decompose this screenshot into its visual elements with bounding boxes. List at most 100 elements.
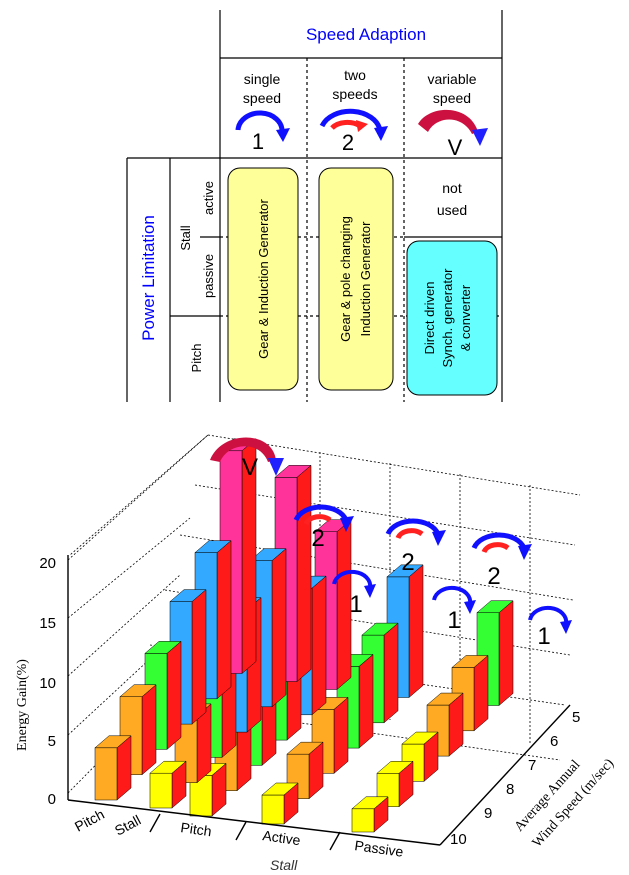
rotation-arrow-icon: 1	[235, 110, 290, 154]
double-rotation-marker-1: 2	[293, 504, 354, 552]
row-active-label: active	[201, 181, 216, 215]
col-single-line2: speed	[243, 90, 281, 106]
bar-top	[361, 622, 399, 636]
bar-top	[144, 641, 182, 654]
y-tick-20: 20	[39, 555, 56, 572]
bar-top	[286, 741, 324, 755]
power-limitation-label: Power Limitation	[139, 215, 158, 341]
axes	[67, 555, 571, 846]
bar-side	[271, 548, 287, 708]
bars-layer	[94, 438, 514, 833]
single-speed-symbol: 1	[252, 129, 264, 154]
bar-side	[191, 589, 207, 725]
y-tick-15: 15	[39, 615, 56, 632]
y-ticks: 0 5 10 15 20	[39, 555, 56, 808]
marker-1-a: 1	[349, 591, 362, 618]
x-group-dividers	[149, 813, 341, 851]
bar-side	[408, 564, 424, 699]
bar-side	[311, 575, 327, 716]
double-rotation-arrow-icon: 2	[319, 108, 388, 155]
depth-tick-8: 8	[506, 781, 514, 798]
x-group-caption-stall: Stall	[270, 857, 298, 873]
col-variable-line2: speed	[433, 90, 471, 106]
pole-changing-text-1: Gear & pole changing	[338, 216, 353, 342]
variable-speed-symbol: V	[448, 135, 463, 160]
double-rotation-marker-2: 2	[385, 518, 446, 576]
bar-front	[351, 808, 375, 833]
col-two-line2: speeds	[332, 86, 377, 102]
bar-front	[149, 772, 173, 809]
direct-driven-text-1: Direct driven	[422, 282, 437, 355]
bar-top	[169, 589, 207, 602]
x-label-pitch-2: Pitch	[180, 819, 213, 839]
y-axis-label: Energy Gain(%)	[15, 659, 30, 751]
depth-ticks: 5 6 7 8 9 10	[450, 709, 580, 848]
depth-tick-5: 5	[572, 709, 580, 726]
bar-top	[476, 600, 514, 613]
row-pitch-label: Pitch	[189, 344, 204, 373]
variable-rotation-arrow-icon: V	[418, 109, 488, 160]
x-label-passive: Passive	[354, 837, 405, 860]
bar-top	[194, 540, 232, 553]
two-speed-symbol: 2	[342, 130, 354, 155]
bar-top	[401, 731, 439, 745]
direct-driven-cell	[406, 240, 498, 396]
bar-side	[473, 654, 489, 732]
marker-1-b: 1	[447, 607, 460, 634]
row-stall-label: Stall	[178, 225, 193, 250]
double-rotation-marker-3: 2	[471, 532, 532, 590]
x-label-stall: Stall	[112, 812, 144, 839]
bar-side	[166, 640, 182, 750]
marker-2-c: 2	[487, 563, 500, 590]
rotation-marker-1: 1	[332, 569, 376, 618]
bar-side	[383, 622, 399, 724]
bar-side	[498, 600, 514, 707]
gear-induction-text: Gear & Induction Generator	[256, 198, 271, 358]
speed-adaption-header: Speed Adaption	[306, 25, 426, 44]
variable-rotation-marker: V	[210, 437, 284, 481]
rotation-marker-3: 1	[528, 605, 572, 650]
marker-2-a: 2	[311, 525, 324, 552]
col-single-line1: single	[244, 71, 281, 87]
depth-tick-10: 10	[450, 831, 467, 848]
marker-v: V	[242, 454, 258, 481]
concept-matrix: Speed Adaption single speed two speeds v…	[126, 10, 503, 402]
bar-side	[358, 653, 374, 749]
y-tick-5: 5	[48, 733, 56, 750]
row-passive-label: passive	[201, 254, 216, 298]
col-variable-line1: variable	[427, 71, 476, 87]
bar-top	[376, 761, 414, 774]
x-label-active: Active	[262, 827, 302, 848]
marker-2-b: 2	[401, 549, 414, 576]
bar-top	[451, 655, 489, 668]
bar-top	[386, 564, 424, 578]
depth-tick-6: 6	[550, 733, 558, 750]
bar-front	[261, 794, 285, 825]
bar-side	[296, 464, 312, 683]
not-used-line2: used	[437, 202, 467, 218]
bar-side	[333, 696, 349, 774]
direct-driven-text-2: Synch. generator	[440, 268, 455, 368]
bar-top	[426, 692, 464, 706]
depth-tick-7: 7	[528, 757, 536, 774]
bar-top	[249, 548, 287, 561]
energy-gain-3d-chart: 0 5 10 15 20 Energy Gain(%) 5 6 7 8 9 10…	[15, 434, 617, 873]
bar-top	[261, 782, 299, 796]
depth-tick-9: 9	[484, 805, 492, 822]
marker-1-c: 1	[537, 623, 550, 650]
y-tick-10: 10	[39, 675, 56, 692]
bar-front	[94, 747, 118, 801]
direct-driven-text-3: & converter	[458, 284, 473, 351]
bar-side	[141, 684, 157, 776]
bar-side	[216, 540, 232, 700]
bar-top	[351, 796, 389, 810]
y-tick-0: 0	[48, 791, 56, 808]
col-two-line1: two	[344, 67, 366, 83]
gear-induction-cell	[227, 167, 299, 391]
pole-changing-cell	[318, 167, 394, 391]
not-used-line1: not	[442, 180, 462, 196]
bar-top	[149, 760, 187, 774]
x-label-pitch-1: Pitch	[72, 806, 107, 835]
pole-changing-text-2: Induction Generator	[358, 221, 373, 337]
bar-top	[119, 684, 157, 697]
